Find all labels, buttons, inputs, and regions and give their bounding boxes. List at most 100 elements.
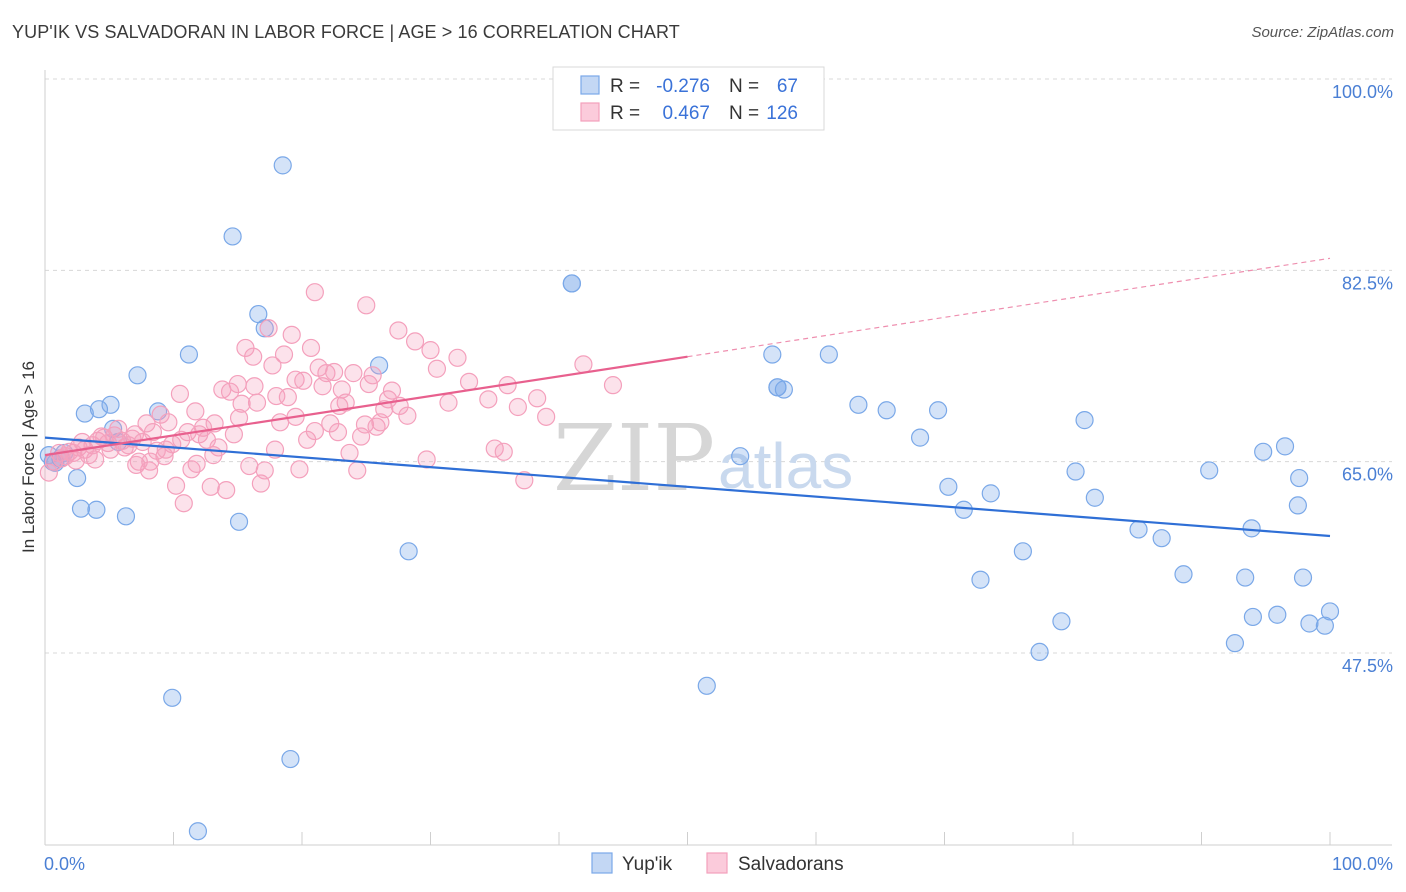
yupik-point bbox=[1129, 520, 1148, 539]
yupik-point bbox=[128, 366, 147, 385]
legend-n-value-yupik: 67 bbox=[777, 76, 798, 97]
yupik-point bbox=[255, 319, 274, 338]
legend-r-label: R = bbox=[610, 103, 640, 124]
salvadoran-point bbox=[439, 393, 458, 412]
salvadoran-point bbox=[305, 421, 324, 441]
source-label: Source: ZipAtlas.com bbox=[1251, 24, 1394, 41]
yupik-point bbox=[954, 500, 973, 519]
salvadoran-point bbox=[109, 419, 128, 438]
salvadoran-point bbox=[247, 393, 267, 412]
yupik-point bbox=[229, 512, 249, 531]
salvadoran-point bbox=[375, 400, 394, 419]
salvadoran-point bbox=[290, 460, 309, 479]
salvadoran-point bbox=[271, 413, 290, 432]
salvadoran-point bbox=[232, 394, 251, 413]
yupik-point bbox=[939, 477, 958, 496]
salvadoran-point bbox=[220, 382, 240, 401]
x-axis-ticks bbox=[44, 832, 1331, 845]
yupik-point bbox=[768, 378, 787, 397]
yupik-point bbox=[1288, 496, 1307, 515]
yupik-point bbox=[1066, 462, 1085, 481]
yupik-point bbox=[1275, 437, 1295, 456]
yupik-point bbox=[163, 688, 182, 707]
salvadoran-point bbox=[494, 442, 513, 461]
yupik-point bbox=[819, 345, 838, 364]
salvadoran-point bbox=[340, 443, 359, 463]
legend-swatch-salvadoran bbox=[580, 102, 600, 122]
series-legend: Yup'ik Salvadorans bbox=[591, 852, 844, 875]
salvadoran-point bbox=[417, 450, 436, 469]
chart-title: YUP'IK VS SALVADORAN IN LABOR FORCE | AG… bbox=[12, 22, 680, 42]
yupik-point bbox=[877, 401, 896, 420]
bottom-legend-salvadoran: Salvadorans bbox=[738, 854, 844, 875]
yupik-point bbox=[116, 507, 136, 526]
yupik-point bbox=[1085, 488, 1104, 507]
salvadoran-point bbox=[127, 455, 146, 475]
salvadoran-point bbox=[305, 283, 324, 302]
yupik-point bbox=[281, 749, 300, 769]
yupik-point bbox=[399, 542, 418, 561]
salvadoran-trend-line-extension bbox=[687, 257, 1331, 358]
salvadoran-point bbox=[348, 461, 367, 480]
watermark-zip: ZIP bbox=[553, 405, 715, 512]
yupik-point bbox=[1225, 634, 1245, 653]
salvadoran-point bbox=[448, 348, 467, 367]
x-axis-tick-labels: 0.0% 100.0% bbox=[44, 854, 1393, 874]
legend-n-value-salvadoran: 126 bbox=[766, 103, 798, 124]
legend-r-label: R = bbox=[610, 76, 640, 97]
salvadoran-point bbox=[228, 374, 247, 394]
salvadoran-point bbox=[245, 377, 264, 396]
salvadoran-point bbox=[352, 427, 371, 446]
salvadoran-point bbox=[427, 359, 447, 378]
yupik-point bbox=[1030, 642, 1049, 662]
salvadoran-point bbox=[294, 371, 313, 390]
salvadoran-point bbox=[259, 319, 278, 338]
salvadoran-point bbox=[515, 471, 534, 490]
salvadoran-point bbox=[240, 456, 259, 476]
yupik-point bbox=[71, 499, 91, 518]
yupik-point bbox=[763, 345, 782, 364]
yupik-point bbox=[1290, 468, 1309, 488]
yupik-point bbox=[1243, 607, 1263, 627]
salvadoran-point bbox=[382, 381, 402, 400]
salvadoran-point bbox=[325, 362, 344, 382]
salvadoran-point bbox=[537, 407, 556, 426]
salvadoran-point bbox=[301, 338, 321, 358]
salvadoran-point bbox=[86, 450, 105, 469]
salvadoran-point bbox=[170, 384, 190, 403]
y-tick-label-1: 82.5% bbox=[1342, 273, 1393, 293]
salvadoran-point bbox=[217, 480, 236, 500]
bottom-legend-swatch-yupik bbox=[591, 852, 613, 874]
yupik-point bbox=[981, 484, 1000, 503]
salvadoran-point bbox=[359, 374, 378, 394]
salvadoran-point bbox=[255, 461, 274, 480]
salvadoran-point bbox=[156, 440, 175, 459]
salvadoran-point bbox=[508, 397, 527, 417]
y-tick-label-2: 65.0% bbox=[1342, 465, 1393, 485]
salvadoran-point bbox=[39, 463, 58, 482]
legend-n-label: N = bbox=[729, 76, 759, 97]
yupik-point bbox=[1174, 565, 1193, 584]
yupik-point bbox=[89, 400, 109, 419]
salvadoran-point bbox=[143, 423, 163, 442]
correlation-legend: R = -0.276 N = 67 R = 0.467 N = 126 bbox=[552, 66, 825, 131]
salvadoran-points bbox=[39, 283, 623, 513]
salvadoran-point bbox=[186, 402, 205, 421]
salvadoran-point bbox=[479, 390, 498, 409]
yupik-point bbox=[273, 156, 292, 175]
yupik-point bbox=[179, 345, 199, 364]
salvadoran-point bbox=[125, 425, 145, 444]
legend-r-value-salvadoran: 0.467 bbox=[662, 103, 710, 124]
salvadoran-point bbox=[286, 370, 305, 389]
salvadoran-point bbox=[421, 341, 440, 360]
yupik-point bbox=[1293, 568, 1313, 587]
salvadoran-point bbox=[201, 477, 220, 496]
yupik-point bbox=[1315, 616, 1334, 635]
gridlines bbox=[45, 78, 1392, 654]
legend-n-label: N = bbox=[729, 103, 759, 124]
yupik-point bbox=[101, 395, 120, 414]
yupik-point bbox=[1052, 612, 1071, 631]
yupik-point bbox=[1254, 442, 1273, 461]
y-tick-label-0: 100.0% bbox=[1332, 82, 1393, 102]
yupik-point bbox=[1236, 568, 1255, 587]
